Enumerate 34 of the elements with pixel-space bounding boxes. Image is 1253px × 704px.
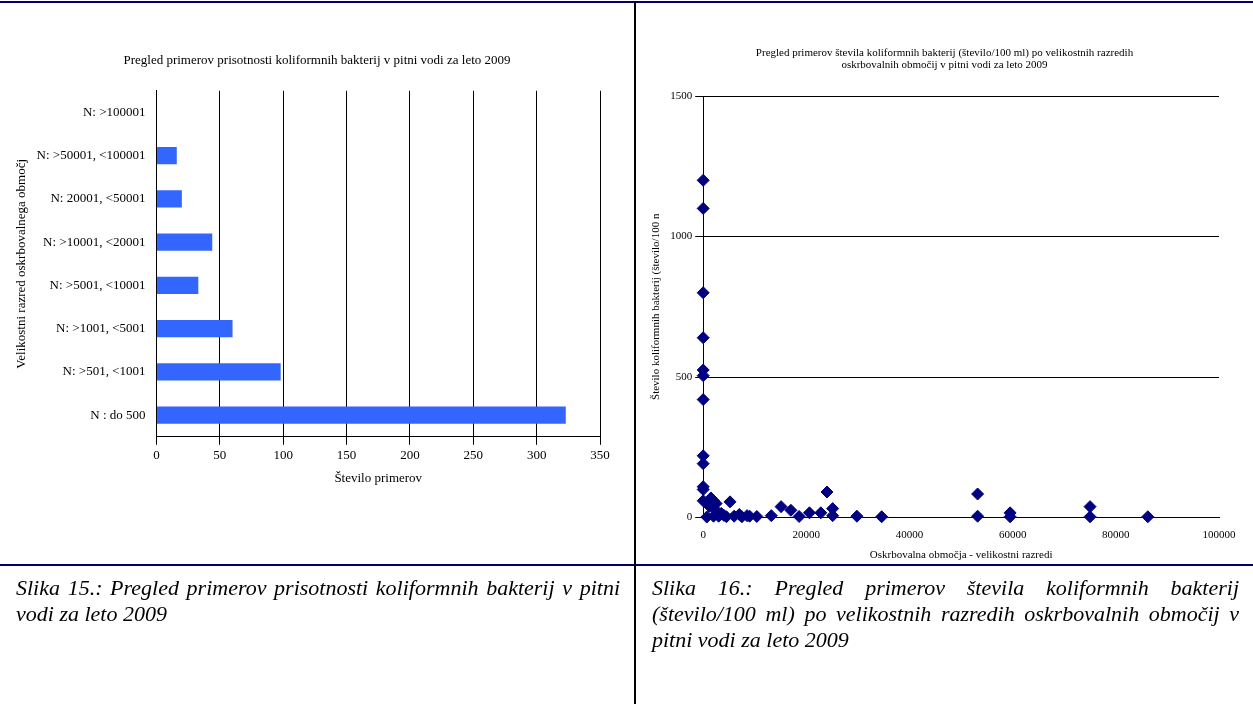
y-tick-label: N: >501, <1001 — [62, 363, 146, 379]
y-tick-label: N: >5001, <10001 — [49, 276, 146, 292]
x-tick-label: 100 — [273, 447, 293, 463]
x-tick-label: 0 — [153, 447, 160, 463]
y-tick-label: N: >100001 — [82, 103, 146, 119]
y-tick-label: N: >50001, <100001 — [36, 147, 146, 163]
x-tick-label: 50 — [213, 447, 227, 463]
x-tick-label: 150 — [336, 447, 357, 463]
x-tick-label: 0 — [700, 528, 707, 541]
chart-title: Pregled primerov števila koliformnih bakterij (število/100 ml) po velikostnih razredih oskrbovalnih območij v pitni vodi za leto 2009 — [754, 46, 1135, 70]
x-tick-label: 200 — [400, 447, 420, 463]
y-tick-label: N: >1001, <5001 — [56, 320, 146, 336]
x-tick-label: 350 — [590, 447, 610, 463]
x-tick-label: 250 — [463, 447, 484, 463]
x-axis-title: Oskrbovalna območja - velikostni razredi — [869, 548, 1053, 561]
y-tick-label: 1500 — [670, 88, 693, 101]
x-tick-label: 40000 — [895, 528, 924, 541]
x-tick-label: 100000 — [1202, 528, 1236, 541]
y-tick-label: N: 20001, <50001 — [50, 190, 146, 206]
y-tick-label: N : do 500 — [90, 406, 146, 422]
chart-title: Pregled primerov prisotnosti koliformnih bakterij v pitni vodi za leto 2009 — [122, 52, 512, 68]
x-tick-label: 60000 — [998, 528, 1027, 541]
x-tick-label: 80000 — [1102, 528, 1131, 541]
y-axis-title: Velikostni razred oskrbovalnega območj — [13, 158, 29, 369]
y-tick-label: 1000 — [670, 229, 693, 242]
y-tick-label: 500 — [675, 369, 693, 382]
x-tick-label: 20000 — [792, 528, 821, 541]
text: Slika 15.: Pregled primerov prisotnosti koliformnih bakterij v pitni vodi za leto 2009 — [16, 575, 620, 627]
x-axis-title: Število primerov — [334, 469, 423, 485]
x-tick-label: 300 — [526, 447, 547, 463]
y-tick-label: N: >10001, <20001 — [43, 233, 146, 249]
text: Slika 16.: Pregled primerov števila koliformnih bakterij (število/100 ml) po velikostnih razredih oskrbovalnih območij v pitni vodi za leto 2009 — [652, 575, 1239, 653]
y-tick-label: 0 — [686, 510, 693, 523]
y-axis-title: Število koliformnih bakterij (število/100 n — [649, 213, 663, 400]
